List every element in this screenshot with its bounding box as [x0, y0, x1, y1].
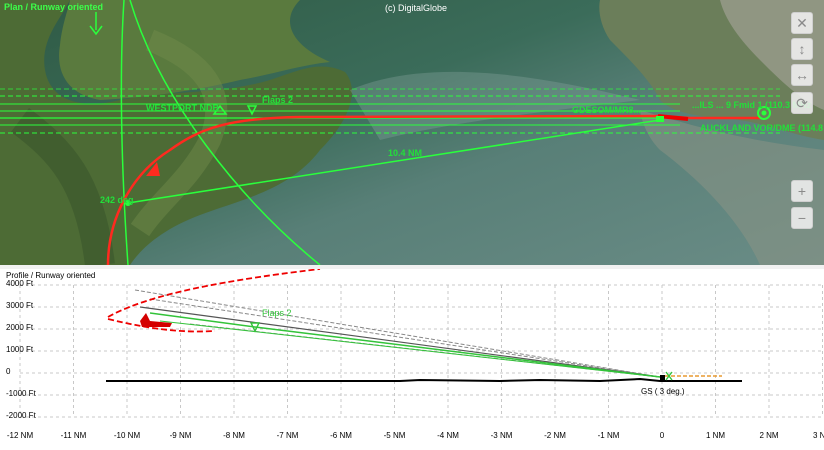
y-axis-tick-label: 1000 Ft: [6, 345, 34, 354]
imagery-copyright: (c) DigitalGlobe: [385, 3, 448, 13]
y-axis-tick-label: 0: [6, 367, 11, 376]
peninsula-shade: [10, 108, 115, 265]
flaps-marker-icon: [246, 105, 258, 116]
east-shore: [640, 110, 824, 265]
x-axis-tick-label: -7 NM: [276, 431, 299, 440]
x-axis-tick-label: -2 NM: [544, 431, 566, 440]
x-axis-tick-label: -8 NM: [223, 431, 245, 440]
profile-grid: [19, 284, 823, 418]
y-axis-tick-label: 3000 Ft: [6, 301, 34, 310]
ndb-marker-icon: [212, 104, 228, 115]
peninsula-ridge: [130, 29, 228, 237]
gs-centerline: [139, 306, 661, 378]
plan-view-canvas[interactable]: WESTPORT NDB Flaps 2 GDESOM/MR8... 10.4 …: [0, 0, 824, 265]
x-axis-tick-label: -9 NM: [169, 431, 192, 440]
zoom-out-button[interactable]: −: [791, 207, 813, 229]
aircraft-altitude-path: [107, 269, 321, 318]
flight-path-arrow: [146, 162, 160, 176]
gs-path-green-2: [159, 320, 661, 378]
aircraft-icon: [140, 313, 172, 327]
sediment-plume: [350, 71, 640, 140]
y-axis-tick-label: -1000 Ft: [6, 389, 36, 398]
x-axis-tick-label: 0: [659, 431, 665, 440]
fit-horizontal-button[interactable]: ↔: [791, 64, 813, 86]
x-axis-tick-label: -12 NM: [6, 431, 34, 440]
x-axis-tick-label: -4 NM: [437, 431, 459, 440]
ndb-label: WESTPORT NDB: [146, 103, 219, 113]
y-axis-tick-label: 4000 Ft: [6, 279, 34, 288]
vor-label: AUCKLAND VOR/DME (114.8 MHz: [700, 123, 824, 133]
ils-label: ...ILS ... 9 Fmid 1 (110.3 MHz: [692, 100, 812, 110]
gs-path-green: [149, 312, 661, 378]
vor-icon: [757, 106, 771, 120]
profile-flaps-label: Flaps 2: [262, 308, 292, 318]
x-axis-tick-label: 1 NM: [705, 431, 726, 440]
profile-view[interactable]: Profile / Runway oriented Flaps 2 GS ( 3…: [0, 269, 824, 450]
peninsula-land-upper: [59, 0, 331, 100]
x-axis-tick-label: 3 NM: [812, 431, 824, 440]
x-axis-tick-label: -5 NM: [383, 431, 406, 440]
flight-path: [106, 114, 760, 265]
profile-chart[interactable]: Flaps 2 GS ( 3 deg.): [0, 269, 824, 450]
heading-point-icon: [125, 200, 131, 206]
profile-view-title: Profile / Runway oriented: [6, 271, 96, 280]
rotate-icon: ⟳: [796, 94, 808, 111]
gs-envelope-upper: [149, 298, 661, 378]
y-axis-tick-label: 2000 Ft: [6, 323, 34, 332]
x-axis-tick-label: -10 NM: [113, 431, 141, 440]
plan-view-map[interactable]: WESTPORT NDB Flaps 2 GDESOM/MR8... 10.4 …: [0, 0, 824, 265]
plan-view-title: Plan / Runway oriented: [4, 2, 104, 12]
x-axis-tick-label: -6 NM: [330, 431, 352, 440]
heading-label: 242 deg: [100, 195, 134, 205]
aircraft-altitude-path-lower: [107, 318, 216, 333]
x-axis-tick-label: -11 NM: [60, 431, 87, 440]
touchdown-marker: [660, 375, 665, 381]
close-icon: ✕: [796, 14, 808, 31]
gs-envelope-upper-outer: [134, 289, 661, 378]
x-axis-tick-label: -3 NM: [490, 431, 513, 440]
zoom-out-icon: −: [797, 210, 807, 226]
distance-label: 10.4 NM: [388, 148, 422, 158]
x-axis-tick-label: -1 NM: [597, 431, 620, 440]
zoom-in-button[interactable]: +: [791, 180, 813, 202]
vertical-ref-line: [120, 0, 129, 265]
fit-vertical-button[interactable]: ↕: [791, 38, 813, 60]
flaps-profile-marker-icon: [249, 322, 261, 333]
top-marker-arrow: [89, 25, 103, 36]
fit-horizontal-icon: ↔: [795, 67, 809, 83]
gs-label: GS ( 3 deg.): [641, 387, 685, 396]
x-axis-tick-label: 2 NM: [759, 431, 779, 440]
flaps-label: Flaps 2: [262, 95, 293, 105]
vertical-ref-curve: [129, 0, 321, 265]
view-divider[interactable]: [0, 265, 824, 269]
fit-vertical-icon: ↕: [798, 41, 806, 57]
rotate-button[interactable]: ⟳: [791, 92, 813, 114]
zoom-in-icon: +: [797, 183, 807, 199]
bearing-line: [127, 119, 661, 204]
gs-antenna-icon: [656, 116, 664, 122]
y-axis-tick-label: -2000 Ft: [6, 411, 36, 420]
vor-icon-inner: [761, 110, 767, 116]
runway-label: GDESOM/MR8...: [572, 105, 641, 115]
gs-intercept-icon: [665, 371, 673, 381]
terrain-line: [106, 377, 742, 383]
close-button[interactable]: ✕: [791, 12, 813, 34]
